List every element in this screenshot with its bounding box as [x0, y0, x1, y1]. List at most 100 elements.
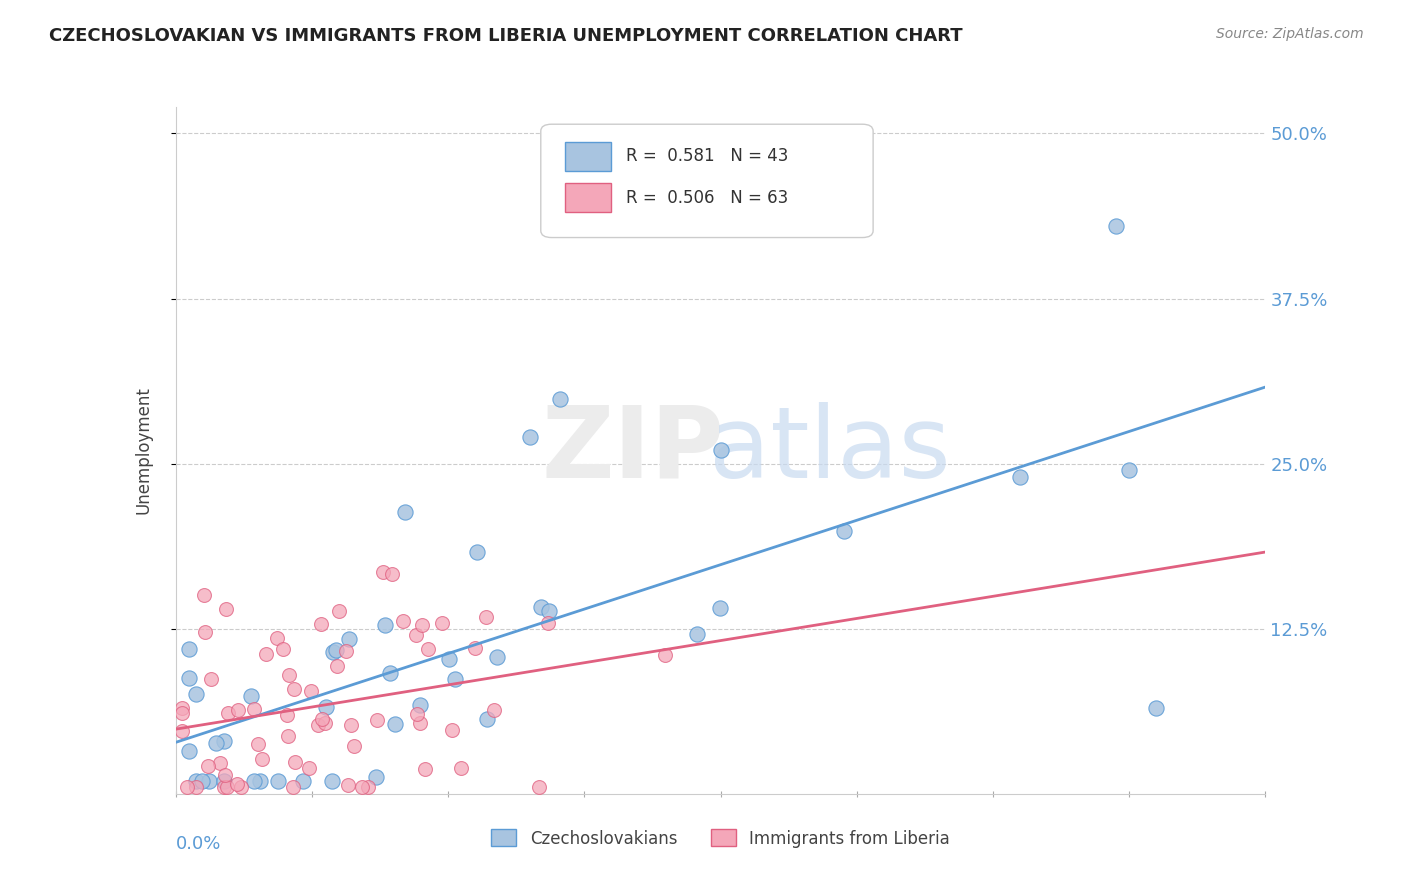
Point [364, 770, 387, 784]
Point [191, 773, 214, 788]
Point [215, 602, 238, 616]
Text: ZIP: ZIP [541, 402, 725, 499]
Point [184, 773, 207, 788]
Point [548, 392, 571, 406]
Text: 0.0%: 0.0% [176, 835, 221, 853]
Text: CZECHOSLOVAKIAN VS IMMIGRANTS FROM LIBERIA UNEMPLOYMENT CORRELATION CHART: CZECHOSLOVAKIAN VS IMMIGRANTS FROM LIBER… [49, 27, 963, 45]
Point [486, 650, 509, 665]
Point [309, 616, 332, 631]
Point [170, 700, 193, 714]
Point [198, 773, 221, 788]
Point [527, 780, 550, 795]
FancyBboxPatch shape [541, 124, 873, 237]
Point [217, 706, 239, 720]
Point [384, 716, 406, 731]
Point [321, 773, 343, 788]
Point [298, 761, 321, 775]
Point [179, 743, 201, 757]
Point [357, 780, 380, 795]
Point [328, 603, 350, 617]
Point [186, 687, 208, 701]
Point [450, 761, 472, 775]
Point [246, 737, 269, 751]
Point [281, 780, 304, 795]
Point [307, 718, 329, 732]
Point [179, 671, 201, 685]
Text: Source: ZipAtlas.com: Source: ZipAtlas.com [1216, 27, 1364, 41]
Point [519, 430, 541, 444]
Point [242, 702, 264, 716]
Point [212, 734, 235, 748]
Point [1118, 463, 1140, 477]
Point [411, 618, 433, 632]
Point [197, 758, 219, 772]
Point [336, 778, 359, 792]
Point [315, 700, 337, 714]
Point [709, 601, 731, 615]
Point [276, 708, 298, 723]
Point [170, 706, 193, 721]
Point [343, 739, 366, 753]
Point [1144, 701, 1167, 715]
Point [1010, 470, 1032, 484]
Point [229, 780, 252, 795]
Point [326, 659, 349, 673]
Point [710, 443, 733, 458]
Point [215, 780, 238, 795]
Point [214, 768, 236, 782]
Point [322, 645, 344, 659]
Point [406, 706, 429, 721]
Point [441, 723, 464, 738]
Point [484, 703, 506, 717]
Point [205, 736, 228, 750]
Point [477, 712, 499, 726]
Point [832, 524, 855, 538]
Point [325, 642, 347, 657]
Point [416, 642, 439, 657]
Point [176, 780, 198, 795]
Point [266, 773, 288, 788]
Point [225, 777, 247, 791]
Point [209, 756, 232, 771]
Point [409, 715, 432, 730]
Point [311, 712, 333, 726]
Bar [565, 183, 610, 212]
Point [337, 632, 360, 646]
Point [299, 683, 322, 698]
Point [374, 617, 396, 632]
Point [464, 640, 486, 655]
Point [394, 505, 416, 519]
Legend: Czechoslovakians, Immigrants from Liberia: Czechoslovakians, Immigrants from Liberi… [485, 822, 956, 855]
Text: R =  0.506   N = 63: R = 0.506 N = 63 [626, 189, 787, 207]
Point [380, 666, 402, 681]
Point [475, 609, 498, 624]
Point [654, 648, 676, 663]
Point [537, 615, 560, 630]
Point [381, 566, 404, 581]
Point [249, 773, 271, 788]
Point [437, 652, 460, 666]
Point [340, 718, 363, 732]
Point [170, 724, 193, 739]
Point [266, 631, 288, 645]
Point [242, 773, 264, 788]
Point [430, 615, 453, 630]
Point [537, 604, 560, 618]
Point [335, 644, 357, 658]
Point [465, 545, 488, 559]
Point [371, 565, 394, 579]
Point [530, 599, 553, 614]
Point [283, 681, 305, 696]
Point [277, 729, 299, 743]
Point [278, 668, 301, 682]
Point [193, 624, 215, 639]
Point [350, 780, 373, 795]
Point [1104, 219, 1126, 233]
Point [314, 716, 336, 731]
Point [291, 773, 314, 788]
Y-axis label: Unemployment: Unemployment [134, 386, 152, 515]
Point [228, 703, 250, 717]
Point [184, 780, 207, 795]
Point [193, 588, 215, 602]
Text: atlas: atlas [709, 402, 950, 499]
